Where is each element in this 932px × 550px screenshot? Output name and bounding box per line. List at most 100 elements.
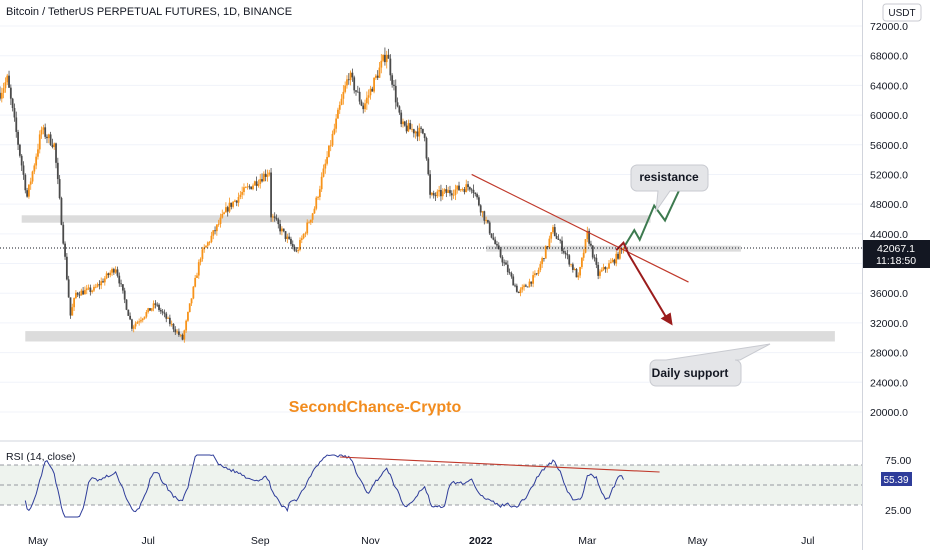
candle-body	[228, 202, 231, 212]
bearish-path[interactable]	[615, 241, 670, 322]
candle-body	[519, 289, 522, 294]
candle-body	[78, 294, 81, 296]
candle-body	[429, 174, 431, 195]
candle-body	[35, 156, 38, 166]
candle-body	[506, 264, 509, 273]
candle-body	[532, 275, 535, 284]
candle-body	[543, 258, 545, 259]
candle-body	[309, 219, 312, 223]
candle-body	[561, 240, 563, 252]
candle-body	[178, 331, 180, 335]
candle-body	[9, 87, 12, 99]
candle-body	[219, 217, 222, 224]
candle-body	[593, 257, 596, 259]
price-tick-label: 44000.0	[870, 229, 908, 241]
candle-body	[411, 129, 413, 130]
candle-body	[389, 58, 392, 76]
candle-body	[261, 179, 263, 182]
candle-body	[445, 189, 448, 193]
candle-body	[483, 211, 486, 221]
resistance-trendline[interactable]	[471, 173, 689, 283]
candle-body	[188, 303, 191, 312]
candle-body	[281, 228, 283, 232]
candle-body	[320, 176, 323, 190]
candle-body	[250, 186, 253, 190]
candle-body	[600, 269, 603, 272]
candle-body	[358, 91, 361, 102]
resistance-callout[interactable]	[630, 164, 709, 213]
candle-body	[461, 189, 464, 191]
candle-body	[615, 253, 618, 264]
candle-body	[132, 326, 135, 329]
candle-body	[503, 262, 506, 264]
candle-body	[485, 220, 488, 221]
rsi-trendline[interactable]	[339, 456, 660, 473]
rsi-line	[24, 454, 624, 518]
candle-body	[37, 149, 39, 157]
time-axis[interactable]: May Jul Sep Nov 2022 Mar May Jul	[28, 535, 814, 547]
candle-body	[555, 235, 558, 239]
time-tick-label: Nov	[361, 535, 380, 547]
candle-body	[412, 129, 415, 134]
callouts[interactable]: resistance Daily support	[630, 164, 771, 387]
candle-body	[371, 88, 374, 92]
time-tick-label: Sep	[251, 535, 270, 547]
support-label: Daily support	[652, 366, 729, 380]
price-tick-label: 64000.0	[870, 80, 908, 92]
candle-body	[268, 172, 271, 175]
candle-body	[64, 243, 66, 257]
candle-body	[24, 174, 27, 191]
candle-body	[402, 121, 404, 125]
candle-body	[262, 173, 265, 182]
candle-body	[515, 285, 518, 292]
candle-body	[421, 128, 424, 134]
candle-body	[604, 266, 607, 270]
candle-body	[526, 286, 529, 288]
candle-body	[11, 98, 14, 108]
candle-body	[20, 155, 23, 166]
candle-body	[365, 97, 368, 104]
candle-body	[121, 284, 124, 291]
rsi-last-value: 55.39	[883, 475, 908, 486]
candle-body	[0, 92, 3, 99]
watermark-text: SecondChance-Crypto	[289, 399, 462, 416]
currency-button[interactable]	[882, 3, 922, 22]
candle-body	[111, 269, 113, 273]
axis-border	[862, 0, 863, 550]
candle-body	[82, 290, 85, 295]
candle-body	[136, 322, 139, 324]
candle-body	[550, 232, 553, 239]
candle-body	[170, 323, 173, 325]
candle-body	[197, 262, 200, 276]
price-axis[interactable]: 72000.0 68000.0 64000.0 60000.0 56000.0 52000…	[870, 21, 908, 419]
candle-body	[174, 329, 177, 333]
candle-body	[31, 171, 34, 182]
candle-body	[103, 278, 106, 283]
candle-body	[351, 72, 354, 78]
candle-body	[255, 181, 258, 186]
candle-body	[360, 101, 363, 106]
candle-body	[290, 238, 292, 244]
rsi-pane[interactable]: 75.00 25.00	[0, 454, 911, 518]
bullish-path[interactable]	[624, 181, 685, 246]
candle-body	[22, 165, 25, 175]
candle-body	[465, 184, 468, 193]
candle-body	[217, 223, 220, 225]
candle-body	[562, 251, 565, 253]
candle-body	[8, 75, 10, 88]
candle-body	[38, 134, 41, 150]
candle-body	[304, 233, 307, 235]
price-tick-label: 36000.0	[870, 288, 908, 300]
candle-body	[105, 273, 108, 279]
candle-body	[608, 263, 610, 269]
candle-body	[138, 321, 141, 323]
candle-body	[282, 228, 285, 232]
candle-body	[168, 317, 171, 324]
candle-body	[584, 239, 587, 253]
support-callout[interactable]	[649, 343, 771, 387]
candle-body	[494, 239, 497, 245]
candle-body	[123, 290, 126, 300]
candle-body	[252, 185, 254, 190]
price-tick-label: 52000.0	[870, 169, 908, 181]
